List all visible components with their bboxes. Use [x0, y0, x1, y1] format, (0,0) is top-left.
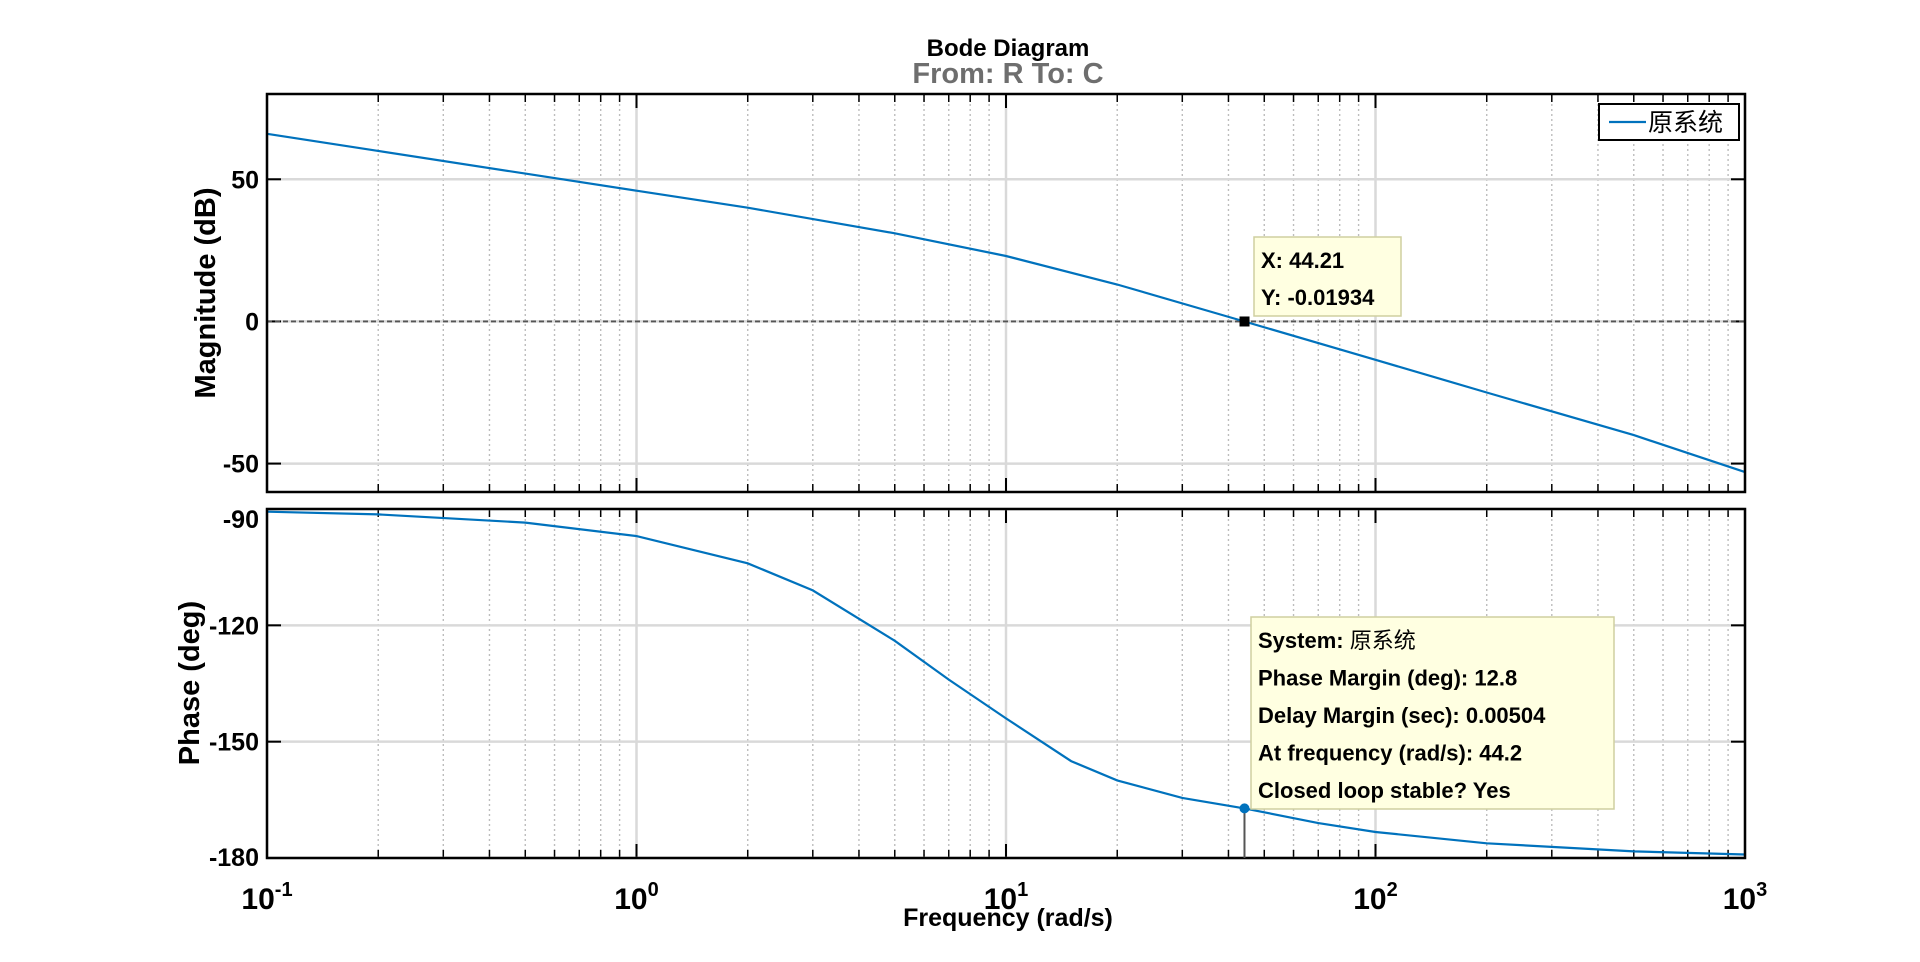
stability-tip-line: Closed loop stable? Yes	[1258, 778, 1511, 803]
phase-panel: -180 -150 -120 -90 Phase (deg) 10-1 100 101 102 1…	[174, 506, 1767, 916]
y-axis-label: Phase (deg)	[174, 601, 206, 765]
y-tick-label: -120	[209, 612, 259, 640]
axes-box	[265, 507, 1747, 860]
series-line	[266, 510, 1746, 856]
series-line	[266, 132, 1746, 474]
axes-box	[265, 92, 1747, 494]
legend: 原系统	[1598, 103, 1740, 141]
stability-tip: System: 原系统 Phase Margin (deg): 12.8 Delay…	[1250, 616, 1615, 810]
y-tick-label: 50	[231, 166, 259, 194]
datatip-box	[1253, 236, 1402, 317]
stability-tip-line: System: 原系统	[1258, 628, 1416, 654]
x-axis-label: Frequency (rad/s)	[903, 904, 1113, 932]
stability-tip-line: Delay Margin (sec): 0.00504	[1258, 703, 1546, 728]
datatip: X: 44.21 Y: -0.01934	[1239, 236, 1402, 327]
figure-title: Bode Diagram	[927, 35, 1090, 62]
y-tick-label: -150	[209, 729, 259, 757]
y-tick-label: 0	[245, 308, 259, 336]
datatip-x-label: X: 44.21	[1261, 248, 1344, 273]
x-tick-label: 10-1	[241, 879, 292, 916]
stability-tip-line: At frequency (rad/s): 44.2	[1258, 741, 1522, 766]
legend-entry: 原系统	[1648, 108, 1723, 137]
y-tick-label: -50	[223, 451, 259, 479]
x-tick-label: 103	[1723, 879, 1768, 916]
stability-tip-box	[1250, 616, 1615, 810]
magnitude-panel: -50 0 50 Magnitude (dB) 原系统 X: 44.21 Y: -0.019…	[190, 92, 1747, 494]
x-tick-label: 100	[614, 879, 659, 916]
datatip-y-label: Y: -0.01934	[1261, 285, 1375, 310]
y-axis-label: Magnitude (dB)	[190, 187, 222, 398]
y-tick-label: -90	[223, 506, 259, 534]
stability-tip-line: Phase Margin (deg): 12.8	[1258, 666, 1517, 691]
datatip-marker	[1239, 316, 1250, 327]
y-tick-label: -180	[209, 844, 259, 872]
x-tick-label: 101	[984, 879, 1029, 916]
margin-marker	[1239, 803, 1250, 814]
figure-subtitle: From: R To: C	[912, 58, 1103, 90]
x-tick-label: 102	[1353, 879, 1398, 916]
